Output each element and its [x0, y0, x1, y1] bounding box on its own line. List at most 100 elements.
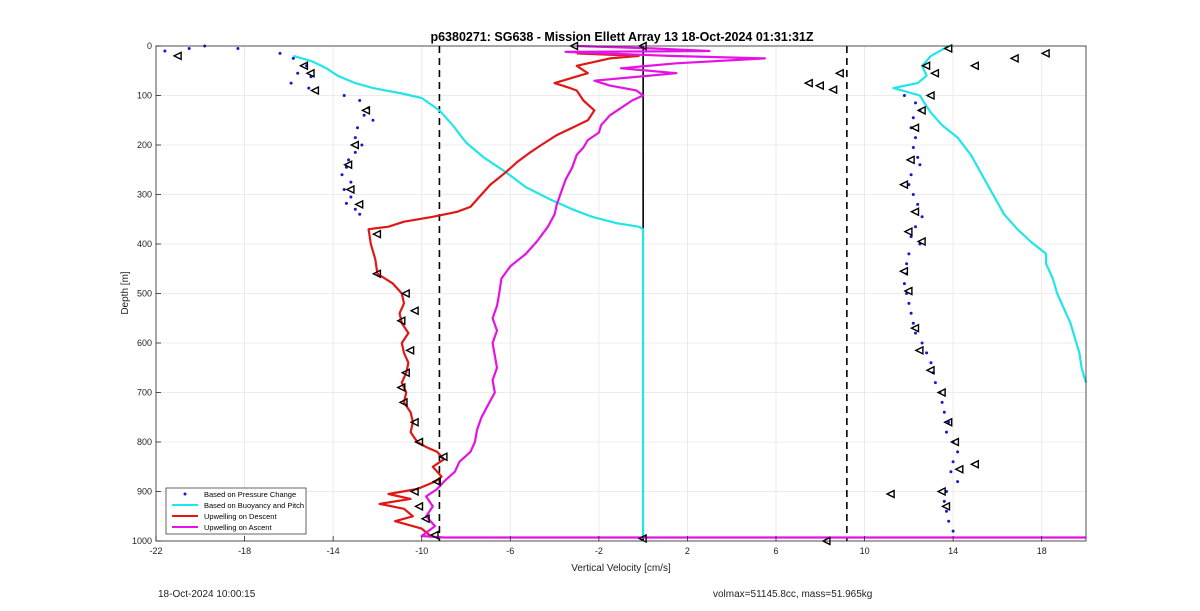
triangle-marker — [949, 437, 960, 447]
pressure-point — [918, 163, 922, 167]
triangle-marker — [400, 288, 410, 299]
pressure-point — [296, 71, 300, 75]
triangle-marker — [925, 365, 935, 375]
x-tick-label: -18 — [238, 546, 251, 556]
triangle-marker — [429, 530, 439, 540]
legend-ascent-label: Upwelling on Ascent — [204, 523, 272, 532]
pressure-point — [911, 146, 915, 149]
triangle-marker — [398, 397, 408, 408]
triangle-marker — [909, 123, 920, 133]
triangle-marker — [903, 226, 913, 237]
triangle-marker — [298, 61, 309, 71]
pressure-point — [956, 450, 960, 454]
triangle-marker — [409, 486, 419, 497]
pressure-point — [940, 400, 944, 404]
triangle-marker — [898, 179, 909, 190]
triangle-marker — [925, 90, 935, 101]
x-tick-label: 6 — [773, 546, 778, 556]
x-tick-label: -10 — [415, 546, 428, 556]
triangle-marker — [396, 316, 406, 326]
pressure-point — [947, 420, 951, 424]
pressure-point — [353, 207, 357, 211]
triangle-marker — [405, 345, 415, 356]
triangle-marker — [828, 84, 838, 95]
triangle-marker — [940, 501, 951, 512]
pressure-point — [925, 351, 929, 355]
pressure-point — [916, 202, 920, 206]
x-tick-label: -2 — [595, 546, 603, 556]
pressure-point — [909, 311, 913, 315]
pressure-point — [956, 480, 960, 484]
triangle-marker — [936, 486, 946, 497]
y-axis-label: Depth [m] — [120, 271, 131, 315]
triangle-marker — [345, 184, 355, 195]
pressure-point — [356, 126, 359, 130]
pressure-point — [344, 201, 348, 205]
y-tick-label: 100 — [137, 91, 152, 101]
pressure-point — [920, 215, 924, 219]
triangle-marker — [349, 140, 359, 150]
x-tick-label: 10 — [860, 546, 870, 556]
pressure-point — [907, 301, 911, 305]
pressure-point — [902, 94, 906, 97]
pressure-point — [362, 113, 366, 117]
x-tick-label: -6 — [506, 546, 514, 556]
triangle-marker — [413, 501, 424, 512]
legend-pressure-label: Based on Pressure Change — [204, 490, 296, 499]
x-tick-label: 18 — [1037, 546, 1047, 556]
triangle-marker — [898, 266, 909, 276]
y-tick-label: 500 — [137, 289, 152, 299]
legend: Based on Pressure Change Based on Buoyan… — [165, 487, 307, 535]
pressure-point — [929, 361, 933, 365]
triangle-markers — [172, 41, 1050, 546]
pressure-point — [914, 136, 917, 140]
pressure-point — [911, 193, 915, 196]
pressure-point — [914, 331, 917, 335]
x-tick-label: 14 — [948, 546, 958, 556]
pressure-point — [907, 183, 911, 187]
y-tick-label: 1000 — [132, 536, 152, 546]
triangle-marker — [969, 459, 979, 469]
legend-descent-label: Upwelling on Descent — [204, 512, 277, 521]
triangle-marker — [936, 387, 946, 398]
triangle-marker — [431, 476, 441, 487]
chart-title: p6380271: SG638 - Mission Ellett Array 1… — [430, 30, 813, 44]
pressure-point — [907, 252, 911, 256]
pressure-point — [236, 47, 240, 50]
pressure-point — [951, 460, 955, 464]
triangle-marker — [354, 199, 364, 210]
series-line-3 — [420, 44, 1086, 539]
triangle-marker — [814, 80, 824, 91]
y-tick-label: 800 — [137, 437, 152, 447]
pressure-point — [349, 195, 353, 199]
pressure-point — [914, 101, 917, 105]
pressure-point — [949, 470, 953, 474]
triangle-marker — [343, 160, 353, 170]
triangle-marker — [637, 533, 647, 544]
pressure-point — [358, 212, 362, 216]
y-tick-label: 0 — [147, 41, 152, 51]
series-line-1 — [293, 45, 1088, 536]
y-axis-ticks: 0 100 200 300 400 500 600 700 800 900 1000 — [132, 41, 161, 546]
pressure-point — [342, 94, 346, 97]
pressure-point — [942, 499, 946, 503]
triangle-marker — [371, 269, 382, 279]
pressure-point — [933, 381, 937, 385]
pressure-point — [947, 519, 951, 523]
pressure-point — [307, 86, 311, 90]
y-tick-label: 200 — [137, 140, 152, 150]
triangle-marker — [909, 207, 920, 217]
triangle-marker — [305, 68, 315, 78]
triangle-marker — [903, 286, 913, 296]
pressure-point — [902, 282, 906, 286]
y-tick-label: 300 — [137, 190, 152, 200]
triangle-marker — [413, 437, 424, 447]
triangle-marker — [954, 464, 964, 474]
pressure-point — [291, 56, 295, 60]
pressure-point — [911, 321, 915, 325]
pressure-point — [340, 173, 344, 177]
pressure-point — [353, 136, 357, 140]
legend-buoyancy-label: Based on Buoyancy and Pitch — [204, 501, 304, 510]
y-tick-label: 400 — [137, 239, 152, 249]
